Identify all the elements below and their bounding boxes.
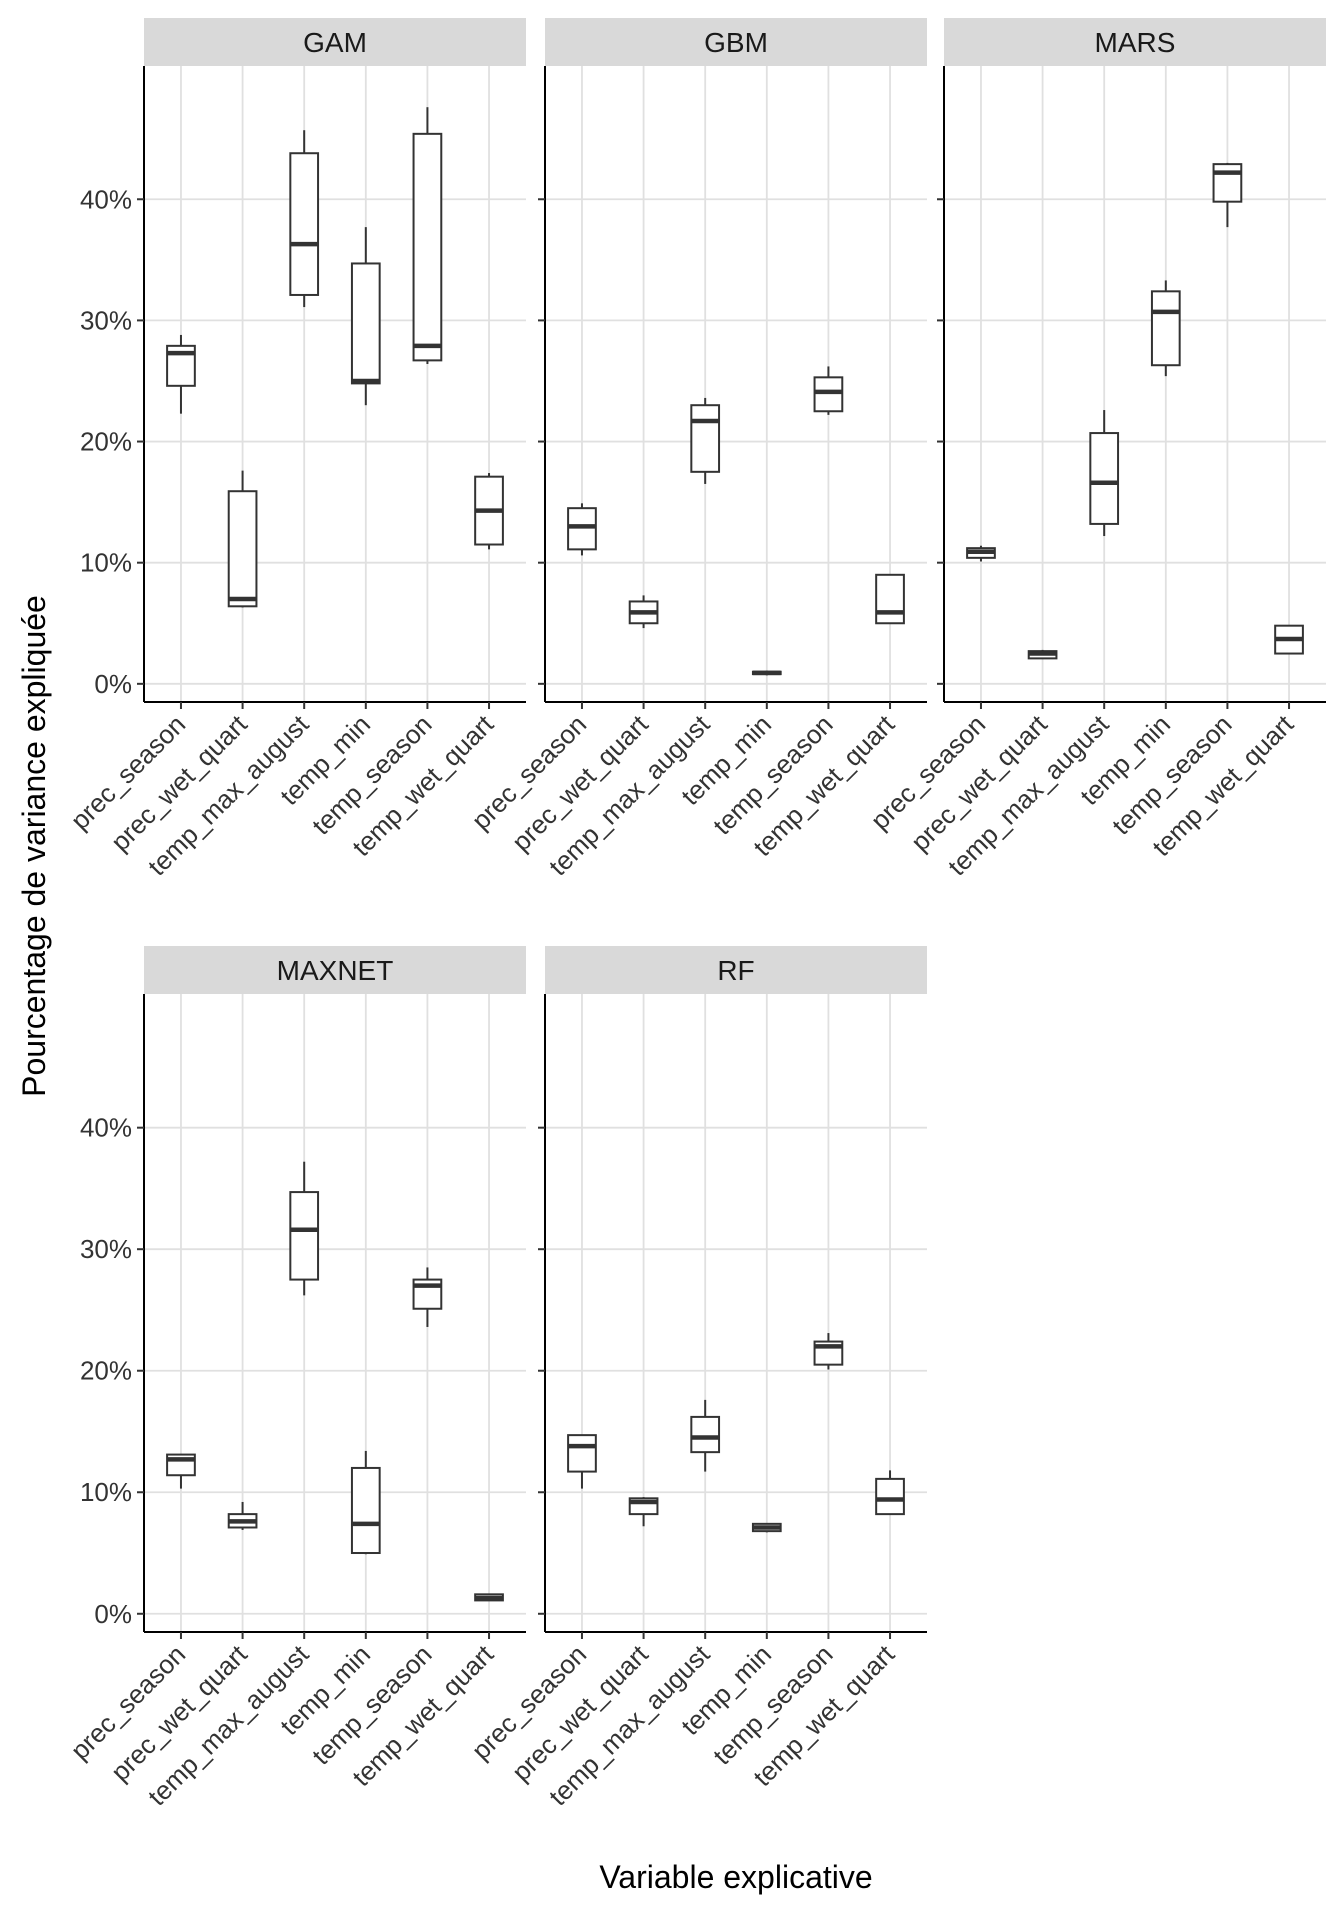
box-iqr bbox=[690, 404, 721, 473]
facet-rf: RFprec_seasonprec_wet_quarttemp_max_augu… bbox=[466, 946, 927, 1811]
box-iqr bbox=[227, 490, 258, 608]
box-gbm-temp-max-august bbox=[690, 397, 721, 484]
box-gam-temp-wet-quart bbox=[474, 473, 504, 550]
box-iqr bbox=[813, 376, 844, 413]
box-iqr bbox=[690, 1415, 721, 1454]
box-maxnet-prec-wet-quart bbox=[227, 1501, 258, 1530]
box-maxnet-temp-min bbox=[350, 1450, 381, 1555]
box-iqr bbox=[1150, 290, 1181, 367]
box-gbm-temp-wet-quart bbox=[875, 573, 905, 625]
y-tick-label: 30% bbox=[80, 1234, 132, 1264]
box-gbm-prec-season bbox=[567, 503, 597, 556]
box-mars-temp-wet-quart bbox=[1274, 624, 1304, 655]
y-tick-label: 20% bbox=[80, 427, 132, 457]
box-mars-temp-min bbox=[1150, 280, 1181, 377]
box-maxnet-temp-wet-quart bbox=[474, 1593, 504, 1602]
y-tick-label: 20% bbox=[80, 1356, 132, 1386]
box-mars-prec-wet-quart bbox=[1027, 649, 1058, 660]
x-axis-title: Variable explicative bbox=[599, 1859, 872, 1895]
y-tick-label: 40% bbox=[80, 184, 132, 214]
box-gam-prec-wet-quart bbox=[227, 470, 258, 608]
gridlines-gam bbox=[144, 66, 526, 702]
y-tick-label: 10% bbox=[80, 1477, 132, 1507]
box-gbm-temp-min bbox=[751, 670, 782, 676]
box-iqr bbox=[875, 1477, 905, 1516]
gridlines-maxnet bbox=[144, 994, 526, 1632]
box-gam-temp-max-august bbox=[289, 130, 320, 308]
box-iqr bbox=[289, 152, 320, 296]
box-gbm-prec-wet-quart bbox=[628, 595, 659, 629]
facet-strip-rf bbox=[545, 946, 927, 994]
box-mars-temp-max-august bbox=[1089, 410, 1120, 537]
box-maxnet-prec-season bbox=[166, 1453, 196, 1489]
y-tick-label: 40% bbox=[80, 1113, 132, 1143]
box-iqr bbox=[412, 132, 443, 362]
box-maxnet-temp-season bbox=[412, 1267, 443, 1327]
box-gam-temp-season bbox=[412, 107, 443, 365]
y-tick-label: 30% bbox=[80, 305, 132, 335]
facet-strip-gam bbox=[144, 18, 526, 66]
y-axis-title: Pourcentage de variance expliquée bbox=[16, 595, 52, 1097]
facet-strip-label-mars: MARS bbox=[1095, 27, 1176, 58]
facet-mars: MARSprec_seasonprec_wet_quarttemp_max_au… bbox=[865, 18, 1326, 881]
facet-strip-label-maxnet: MAXNET bbox=[277, 955, 394, 986]
facet-strip-gbm bbox=[545, 18, 927, 66]
box-iqr bbox=[289, 1191, 320, 1281]
box-gam-prec-season bbox=[166, 334, 196, 414]
y-tick-label: 0% bbox=[94, 1599, 132, 1629]
box-maxnet-temp-max-august bbox=[289, 1161, 320, 1296]
gridlines-rf bbox=[545, 994, 927, 1632]
box-rf-temp-wet-quart bbox=[875, 1470, 905, 1516]
facet-strip-label-gam: GAM bbox=[303, 27, 367, 58]
box-rf-prec-season bbox=[567, 1434, 597, 1489]
facet-strip-label-gbm: GBM bbox=[704, 27, 768, 58]
box-iqr bbox=[567, 507, 597, 551]
facet-strip-label-rf: RF bbox=[717, 955, 754, 986]
gridlines-gbm bbox=[545, 66, 927, 702]
facet-strip-maxnet bbox=[144, 946, 526, 994]
box-gam-temp-min bbox=[350, 227, 381, 406]
box-iqr bbox=[350, 1466, 381, 1555]
box-iqr bbox=[350, 262, 381, 385]
facet-strip-mars bbox=[944, 18, 1326, 66]
facet-gam: GAM0%10%20%30%40%prec_seasonprec_wet_qua… bbox=[65, 18, 526, 881]
box-mars-prec-season bbox=[966, 545, 996, 562]
box-iqr bbox=[1089, 432, 1120, 525]
box-mars-temp-season bbox=[1212, 162, 1243, 228]
box-rf-temp-max-august bbox=[690, 1399, 721, 1472]
y-tick-label: 10% bbox=[80, 548, 132, 578]
gridlines-mars bbox=[944, 66, 1326, 702]
box-iqr bbox=[567, 1434, 597, 1473]
box-rf-temp-season bbox=[813, 1333, 844, 1370]
y-tick-label: 0% bbox=[94, 669, 132, 699]
box-iqr bbox=[1212, 163, 1243, 203]
box-gbm-temp-season bbox=[813, 366, 844, 415]
box-rf-temp-min bbox=[751, 1522, 782, 1533]
facet-gbm: GBMprec_seasonprec_wet_quarttemp_max_aug… bbox=[466, 18, 927, 881]
facet-maxnet: MAXNET0%10%20%30%40%prec_seasonprec_wet_… bbox=[65, 946, 526, 1811]
box-rf-prec-wet-quart bbox=[628, 1497, 659, 1527]
box-iqr bbox=[875, 573, 905, 625]
